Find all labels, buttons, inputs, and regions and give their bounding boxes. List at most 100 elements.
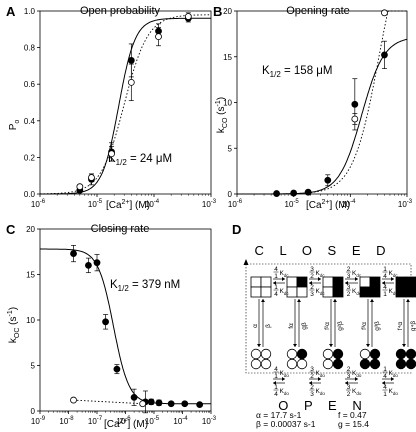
data-point-open [70,396,77,404]
y-tick-label: 0.4 [24,117,36,126]
open-subunit [322,358,334,370]
rate-symbol: Kdc [316,270,326,278]
closed-rate-forward: 41 Kdc [273,266,289,280]
arrow-head [333,299,337,302]
y-tick-label: 10 [223,99,232,108]
panel-c-annotation: K1/2 = 379 nM [110,279,180,293]
closed-rate-forward: 32 Kdc [309,266,326,280]
open-rate-forward: 23 Kdo [346,366,362,380]
panel-b-xlabel: [Ca2+] (M) [306,199,350,211]
rate-symbol: Kdc [352,288,362,296]
arrow-head [355,377,358,381]
arrow-head [382,381,385,385]
panel-b-plot: 10-6 10-5 10-4 10-3 0 5 10 15 20 [223,7,413,209]
open-subunit [260,358,272,370]
fit-curve-solid [237,38,408,195]
open-subunit [395,358,407,370]
rate-denominator: 1 [383,391,387,398]
panel-d-letter: D [232,222,241,237]
arrow-head [257,344,261,347]
x-tick-label: 10-6 [116,416,131,426]
x-tick-label: 10-5 [88,199,103,209]
arrow-head [309,281,312,285]
cycle-path [250,263,412,276]
fit-curve-dotted [39,14,211,195]
rate-denominator: 3 [310,391,314,398]
y-tick-label: 20 [223,7,232,16]
open-subunit [359,358,371,370]
arrow-head [318,277,321,281]
arrow-head [318,377,321,381]
rate-numerator: 1 [383,366,387,373]
y-tick-label: 20 [26,225,35,234]
panel-b-letter: B [213,4,222,19]
data-point-filled [102,318,109,326]
data-point-open [88,174,95,181]
rate-denominator: 3 [347,273,351,280]
open-state-2 [322,348,344,370]
y-tick-label: 0.8 [24,44,36,53]
data-point-filled [290,189,298,197]
panel-a-ylabel: Po [8,120,21,131]
data-point-open [139,400,147,408]
plot-frame [39,10,212,195]
rate-numerator: 3 [310,366,314,373]
panel-c-xlabel: [Ca2+] (M) [104,418,148,430]
plot-frame [39,228,212,412]
open-rate-backward: 23 Kdo [309,384,325,398]
parameter-1: β = 0.00037 s-1 [256,419,316,429]
plot-frame [236,10,408,195]
vertical-rate-alpha: f⁴α [397,322,404,331]
y-tick-label: 10 [26,316,35,325]
closed-subunit [405,276,416,288]
x-tick-label: 10-3 [202,199,217,209]
data-point-filled [304,188,312,196]
open-rate-forward: 41 Kdo [273,366,289,380]
data-point-open [76,183,84,191]
open-rate-forward: 32 Kdo [309,366,325,380]
rate-numerator: 4 [274,266,278,273]
open-subunit [322,348,334,360]
fit-curve-solid [40,248,211,405]
arrow-head [329,344,333,347]
data-point-open [108,150,115,158]
open-subunit [250,358,262,370]
arrow-head [382,281,385,285]
y-tick-label: 0.2 [24,153,36,162]
open-subunit [296,358,308,370]
x-tick-label: 10-5 [285,199,300,209]
data-point-filled [196,401,204,409]
arrow-head [402,344,406,347]
data-point-filled [113,365,121,373]
rate-denominator: 3 [310,291,314,298]
arrow-head [282,277,285,281]
rate-numerator: 4 [383,284,387,291]
arrow-head [309,381,312,385]
open-rate-backward: 32 Kdo [346,384,362,398]
closed-subunit [296,276,308,288]
rate-numerator: 1 [274,284,278,291]
closed-subunit [260,286,272,298]
fit-curve-dotted [73,399,143,405]
rate-numerator: 3 [310,266,314,273]
rate-numerator: 3 [347,284,351,291]
panel-a-plot: 10-6 10-5 10-4 10-3 0.0 0.2 0.4 0.6 0.8 1.0 [24,7,217,209]
open-subunit [286,358,298,370]
arrow-head [273,381,276,385]
rate-numerator: 4 [383,384,387,391]
panel-a-letter: A [6,4,16,19]
rate-symbol: Kdc [389,288,399,296]
arrow-head [261,299,265,302]
closed-subunit [332,286,344,298]
panel-c-plot: 10-9 10-8 10-7 10-6 10-5 10-4 10-3 0 5 10 15 20 [26,225,217,426]
closed-state-1 [286,276,308,298]
data-point-filled [70,250,77,257]
data-point-filled [351,100,359,108]
x-tick-label: 10-7 [88,416,103,426]
open-rate-forward: 14 Kdo [382,366,398,380]
data-point-open [127,78,135,86]
y-tick-label: 1.0 [24,7,36,16]
open-subunit [369,358,381,370]
